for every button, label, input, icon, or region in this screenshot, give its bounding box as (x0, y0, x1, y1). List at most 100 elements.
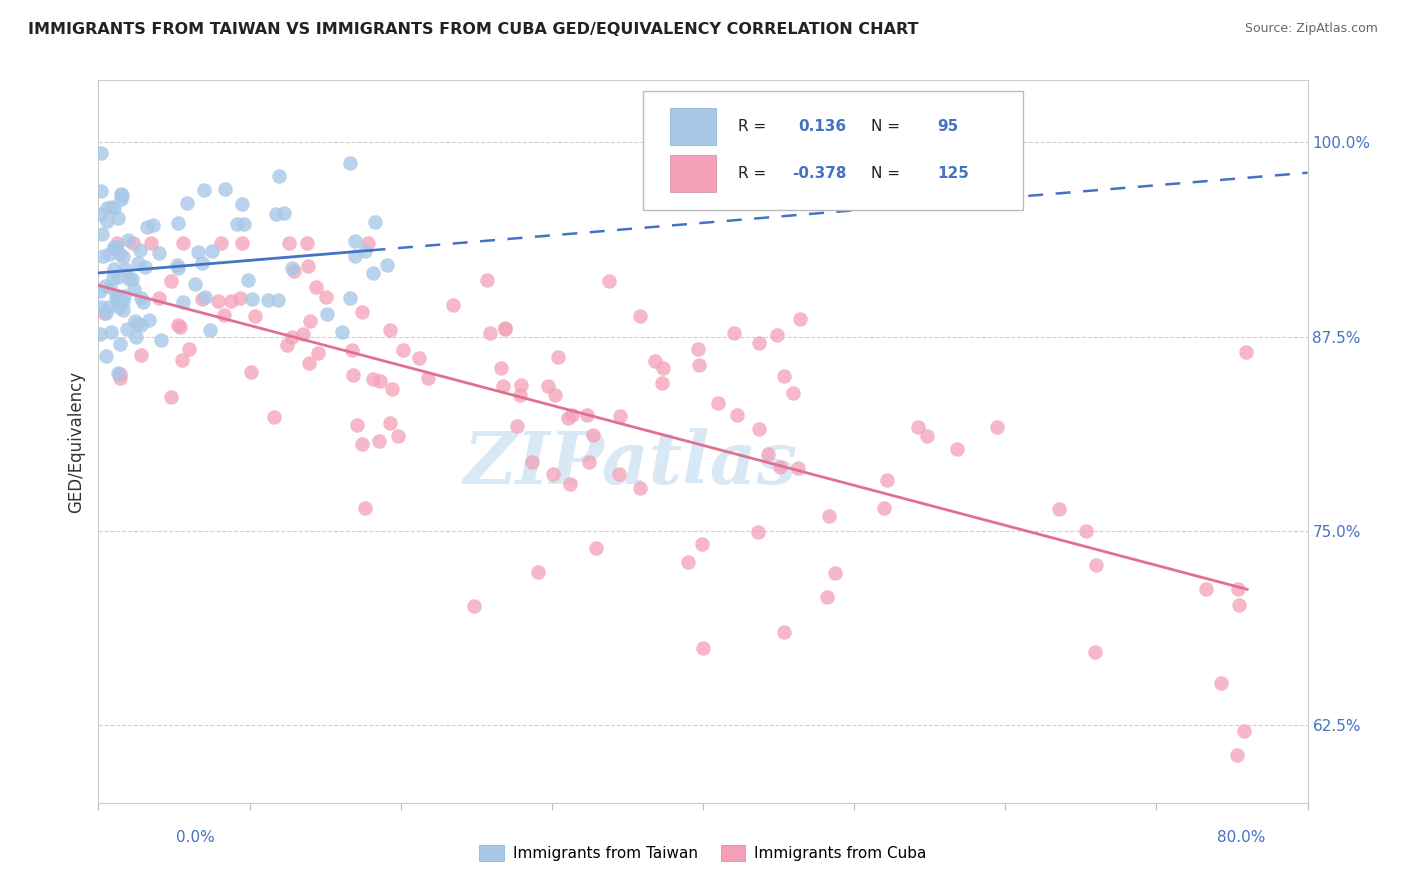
Point (688, 358, 710, 372)
Text: N =: N = (872, 166, 900, 181)
Point (1227, 582, 1250, 596)
Point (305, 280, 328, 294)
Point (121, 272, 143, 286)
Point (630, 481, 652, 495)
Point (1233, 724, 1256, 739)
Point (127, 256, 149, 270)
Point (747, 525, 769, 540)
Point (108, 300, 131, 314)
Point (231, 197, 253, 211)
Point (172, 236, 194, 251)
Point (873, 500, 896, 515)
Point (91, 249, 114, 263)
Point (93, 305, 115, 319)
Point (105, 240, 128, 254)
Point (585, 541, 607, 555)
Point (276, 338, 298, 352)
Point (598, 274, 620, 288)
Point (876, 473, 898, 487)
Point (907, 420, 929, 434)
Point (463, 599, 485, 614)
Point (117, 233, 139, 247)
Point (89, 284, 111, 298)
Point (245, 309, 267, 323)
Point (688, 343, 710, 357)
Point (160, 390, 183, 404)
Point (198, 323, 221, 337)
Point (346, 418, 368, 433)
Point (105, 293, 128, 308)
Point (509, 388, 531, 402)
Point (578, 455, 600, 469)
Point (94, 278, 117, 293)
Point (214, 309, 236, 323)
Point (112, 289, 135, 303)
Text: N =: N = (872, 119, 900, 134)
Point (90, 227, 112, 241)
Point (115, 322, 138, 336)
Point (651, 376, 673, 391)
Point (264, 207, 287, 221)
Point (1083, 645, 1105, 659)
Point (225, 217, 247, 231)
Text: Source: ZipAtlas.com: Source: ZipAtlas.com (1244, 22, 1378, 36)
Point (103, 261, 125, 276)
Point (547, 350, 569, 364)
Point (100, 325, 122, 339)
Point (676, 555, 699, 569)
Point (1047, 502, 1070, 516)
Point (544, 388, 567, 402)
Point (368, 434, 391, 448)
Point (231, 236, 253, 251)
Point (263, 409, 285, 424)
Point (1074, 524, 1097, 538)
Point (766, 327, 789, 342)
Text: R =: R = (738, 119, 766, 134)
Point (170, 352, 193, 367)
Point (652, 361, 675, 376)
Point (297, 259, 319, 273)
Point (134, 260, 156, 274)
Point (110, 192, 132, 206)
Point (690, 536, 713, 550)
Point (707, 396, 730, 410)
Legend: Immigrants from Taiwan, Immigrants from Cuba: Immigrants from Taiwan, Immigrants from … (474, 838, 932, 867)
Point (214, 182, 236, 196)
Point (219, 293, 242, 308)
Text: IMMIGRANTS FROM TAIWAN VS IMMIGRANTS FROM CUBA GED/EQUIVALENCY CORRELATION CHART: IMMIGRANTS FROM TAIWAN VS IMMIGRANTS FRO… (28, 22, 918, 37)
Point (769, 460, 792, 475)
Point (817, 509, 839, 524)
Point (392, 343, 415, 358)
Point (105, 291, 128, 305)
Point (441, 297, 464, 311)
Point (1234, 344, 1257, 359)
Point (90, 301, 112, 315)
Point (108, 336, 131, 351)
Point (114, 262, 136, 277)
Point (129, 318, 152, 332)
Point (132, 295, 155, 310)
Point (110, 186, 132, 201)
Point (184, 277, 207, 291)
Point (281, 261, 304, 276)
Point (378, 417, 401, 431)
Point (489, 360, 512, 375)
Point (307, 345, 329, 359)
Point (160, 273, 183, 287)
Point (644, 354, 666, 368)
Point (375, 258, 398, 272)
Point (103, 201, 125, 215)
Point (148, 291, 170, 305)
Point (479, 326, 502, 341)
Point (773, 368, 796, 383)
Point (1084, 558, 1107, 572)
Point (782, 386, 804, 401)
Point (110, 371, 132, 385)
Text: 0.136: 0.136 (799, 119, 846, 134)
Point (283, 264, 305, 278)
Point (278, 236, 301, 251)
Point (475, 272, 498, 286)
Point (96, 201, 118, 215)
Point (725, 408, 748, 422)
Point (628, 309, 651, 323)
